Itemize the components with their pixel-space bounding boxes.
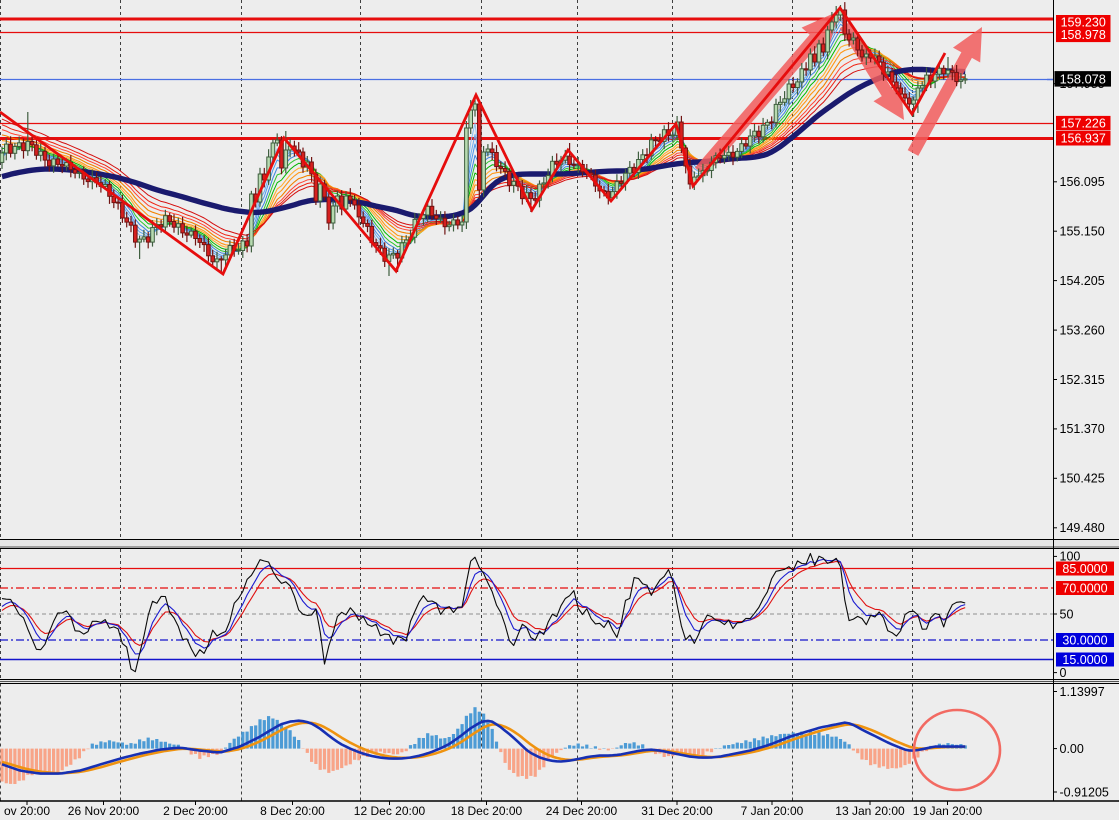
svg-text:153.260: 153.260 <box>1060 323 1105 337</box>
svg-text:8 Dec 20:00: 8 Dec 20:00 <box>260 804 325 818</box>
svg-text:156.937: 156.937 <box>1061 132 1106 146</box>
svg-text:70.0000: 70.0000 <box>1062 581 1107 595</box>
svg-text:-0.91205: -0.91205 <box>1060 785 1109 799</box>
svg-text:152.315: 152.315 <box>1060 373 1105 387</box>
svg-text:158.978: 158.978 <box>1061 28 1106 42</box>
svg-text:30.0000: 30.0000 <box>1062 633 1107 647</box>
svg-text:1.13997: 1.13997 <box>1060 685 1105 699</box>
svg-text:158.078: 158.078 <box>1060 72 1106 87</box>
svg-text:ov 20:00: ov 20:00 <box>4 804 50 818</box>
svg-text:2 Dec 20:00: 2 Dec 20:00 <box>163 804 228 818</box>
svg-text:155.150: 155.150 <box>1060 225 1105 239</box>
svg-text:15.0000: 15.0000 <box>1062 653 1107 667</box>
svg-text:24 Dec 20:00: 24 Dec 20:00 <box>546 804 618 818</box>
svg-text:0: 0 <box>1060 666 1067 680</box>
svg-text:157.226: 157.226 <box>1061 117 1106 131</box>
svg-text:12 Dec 20:00: 12 Dec 20:00 <box>354 804 426 818</box>
svg-text:159.230: 159.230 <box>1061 16 1106 30</box>
svg-text:100: 100 <box>1060 550 1081 564</box>
svg-text:0.00: 0.00 <box>1060 742 1084 756</box>
svg-text:154.205: 154.205 <box>1060 274 1105 288</box>
svg-text:13 Jan 20:00: 13 Jan 20:00 <box>835 804 905 818</box>
svg-text:85.0000: 85.0000 <box>1062 562 1107 576</box>
svg-text:7 Jan 20:00: 7 Jan 20:00 <box>741 804 804 818</box>
svg-text:31 Dec 20:00: 31 Dec 20:00 <box>641 804 713 818</box>
svg-text:149.480: 149.480 <box>1060 521 1105 535</box>
svg-text:156.095: 156.095 <box>1060 175 1105 189</box>
svg-text:18 Dec 20:00: 18 Dec 20:00 <box>451 804 523 818</box>
svg-text:151.370: 151.370 <box>1060 422 1105 436</box>
svg-text:150.425: 150.425 <box>1060 472 1105 486</box>
svg-text:19 Jan 20:00: 19 Jan 20:00 <box>913 804 983 818</box>
svg-text:26 Nov 20:00: 26 Nov 20:00 <box>68 804 140 818</box>
svg-text:50: 50 <box>1060 607 1074 621</box>
